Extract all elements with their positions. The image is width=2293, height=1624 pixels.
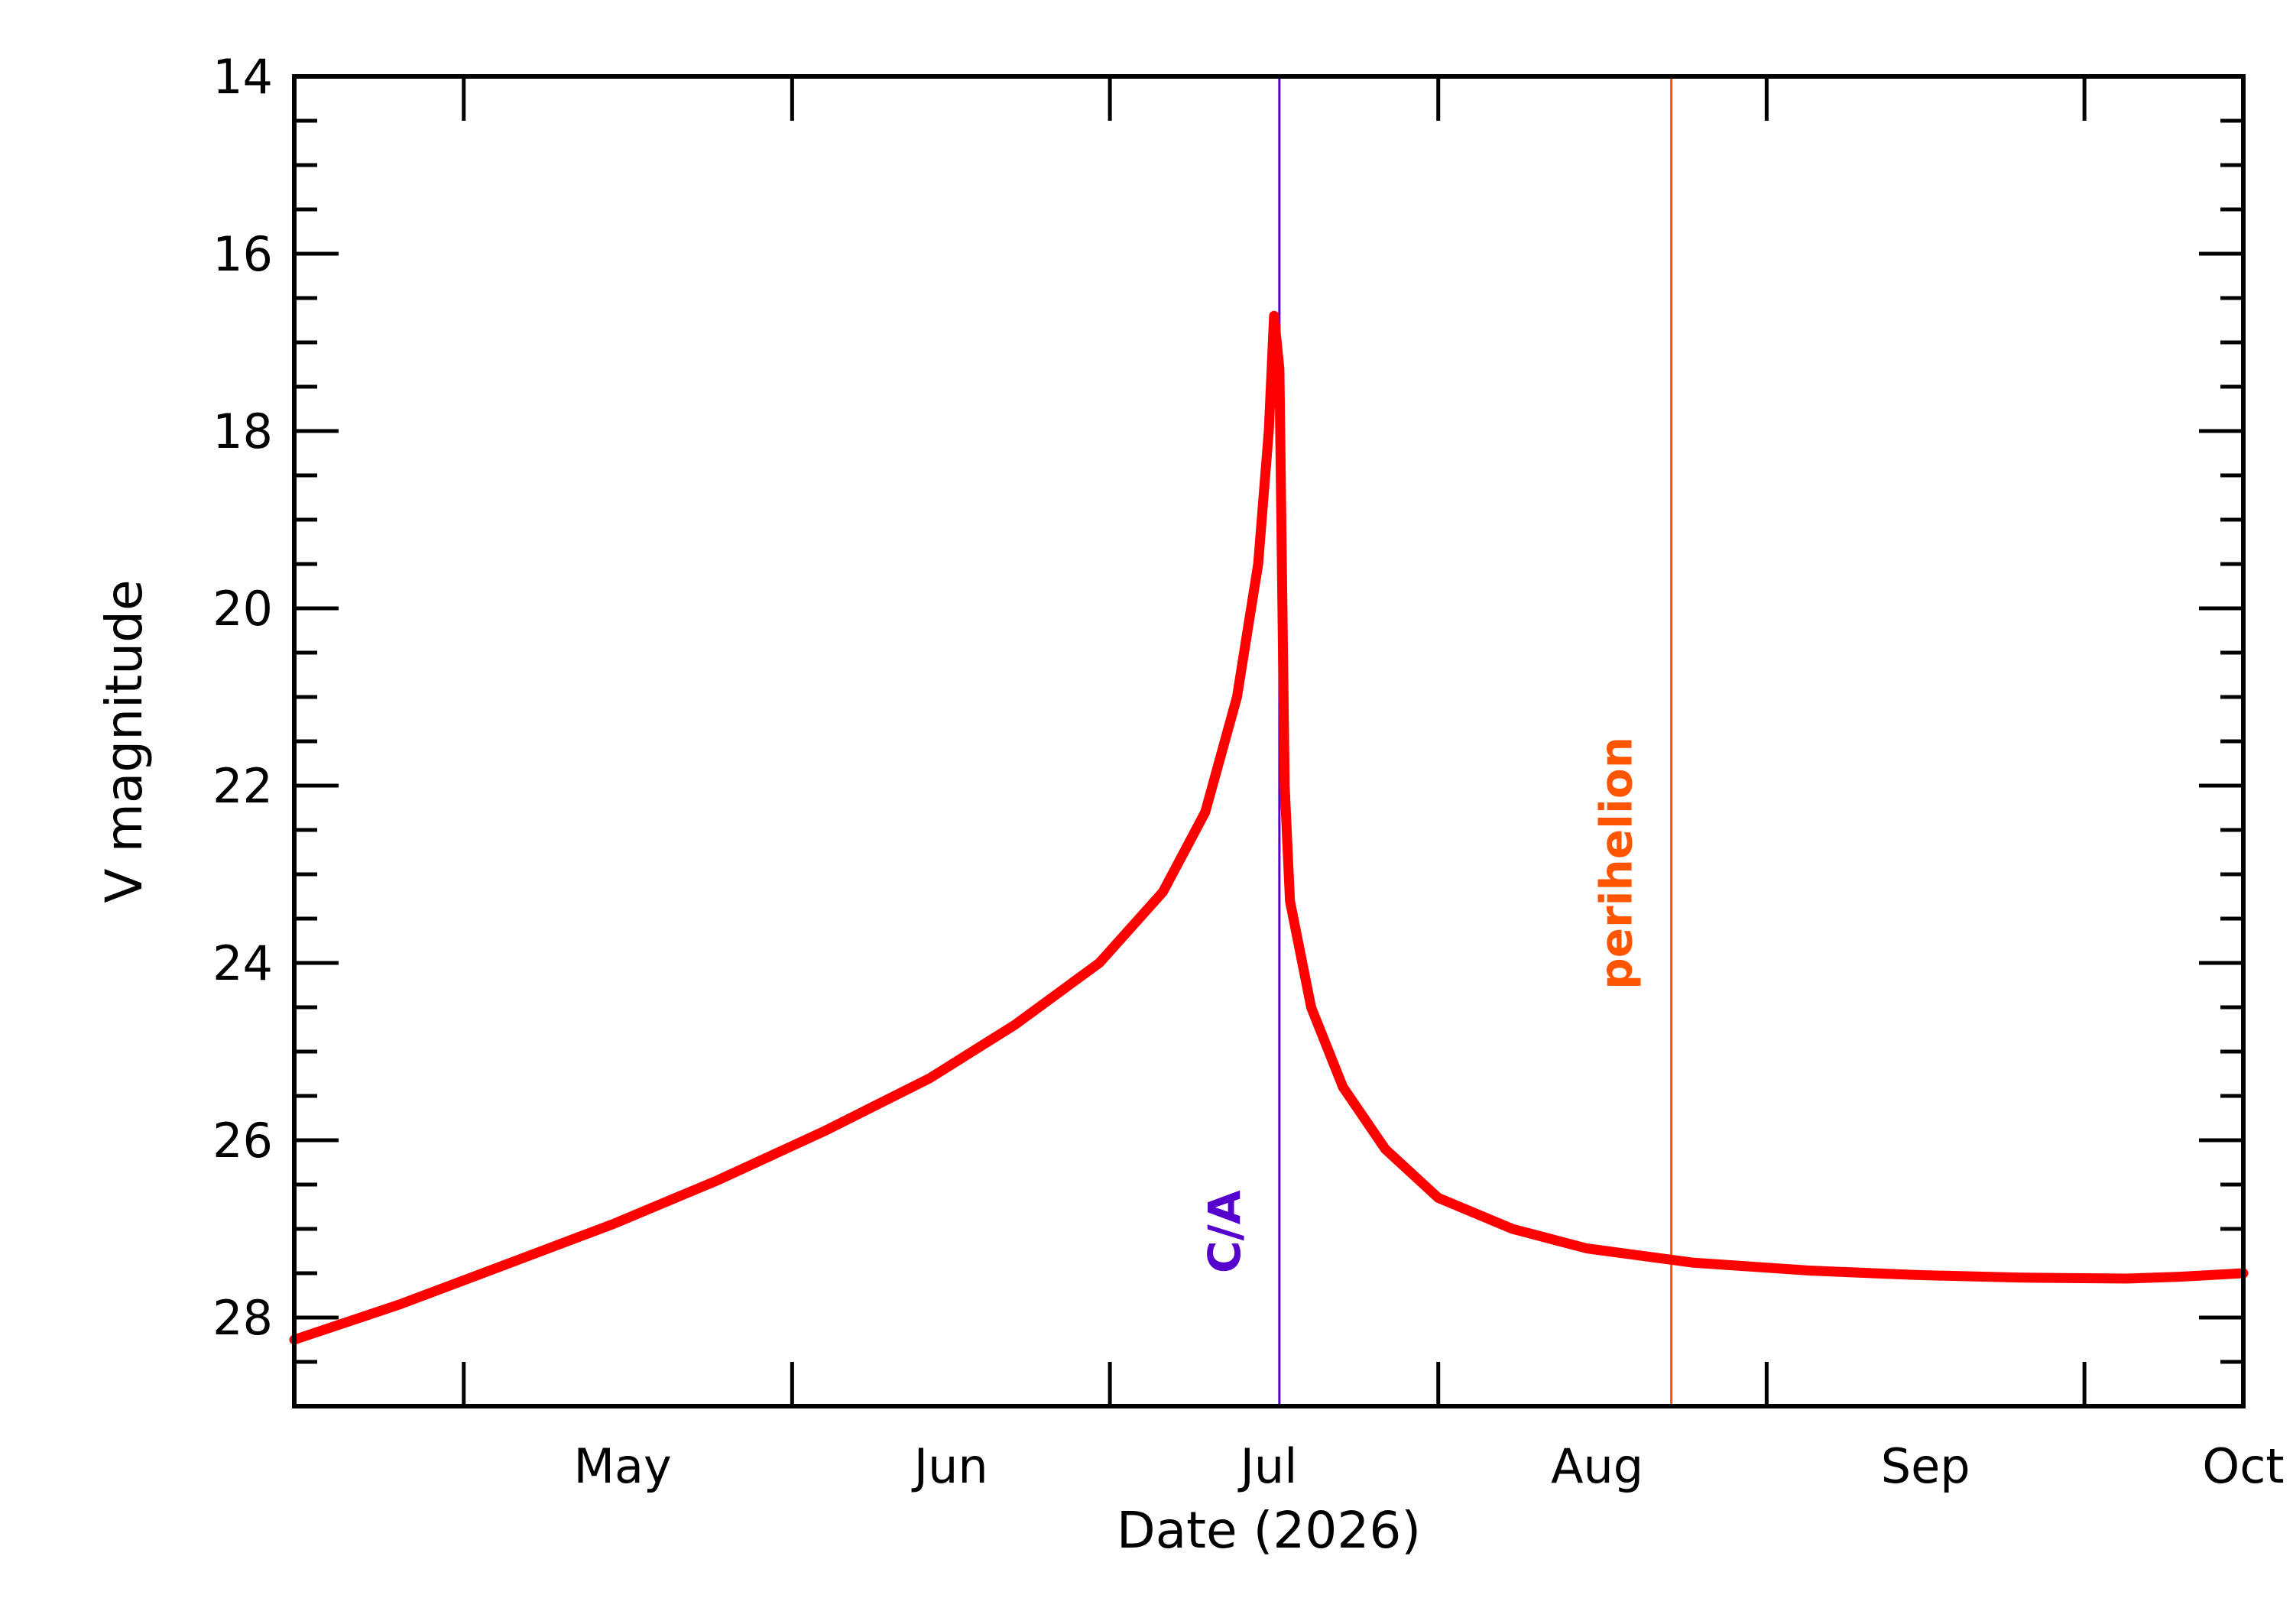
y-tick-label: 24 [212, 935, 273, 991]
y-tick-label: 20 [212, 581, 273, 637]
marker-label-perihelion: perihelion [1591, 737, 1643, 990]
x-tick-label: Jul [1237, 1438, 1298, 1494]
series-line [289, 310, 2249, 1345]
y-axis-ticks [294, 74, 2243, 1408]
x-tick-labels: May Jun Jul Aug Sep Oct [574, 1438, 2285, 1494]
x-tick-label: Oct [2202, 1438, 2284, 1494]
y-axis-title: V magnitude [95, 579, 154, 903]
x-axis-ticks [292, 76, 2246, 1406]
y-tick-label: 22 [212, 758, 273, 814]
x-tick-label: Aug [1551, 1438, 1643, 1494]
x-axis-title: Date (2026) [1117, 1501, 1421, 1560]
y-tick-label: 26 [212, 1113, 273, 1169]
x-tick-label: Jun [911, 1438, 988, 1494]
y-tick-label: 14 [212, 49, 273, 105]
x-tick-label: May [574, 1438, 672, 1494]
event-markers: C/A perihelion [1198, 76, 1673, 1406]
y-tick-label: 16 [212, 226, 273, 282]
y-tick-label: 18 [212, 404, 273, 459]
series-layer [289, 310, 2249, 1345]
y-tick-label: 28 [212, 1290, 273, 1346]
plot-frame [292, 74, 2246, 1408]
x-tick-label: Sep [1881, 1438, 1970, 1494]
y-tick-labels: 14 16 18 20 22 24 26 28 [212, 49, 273, 1346]
marker-label-ca: C/A [1198, 1190, 1250, 1273]
